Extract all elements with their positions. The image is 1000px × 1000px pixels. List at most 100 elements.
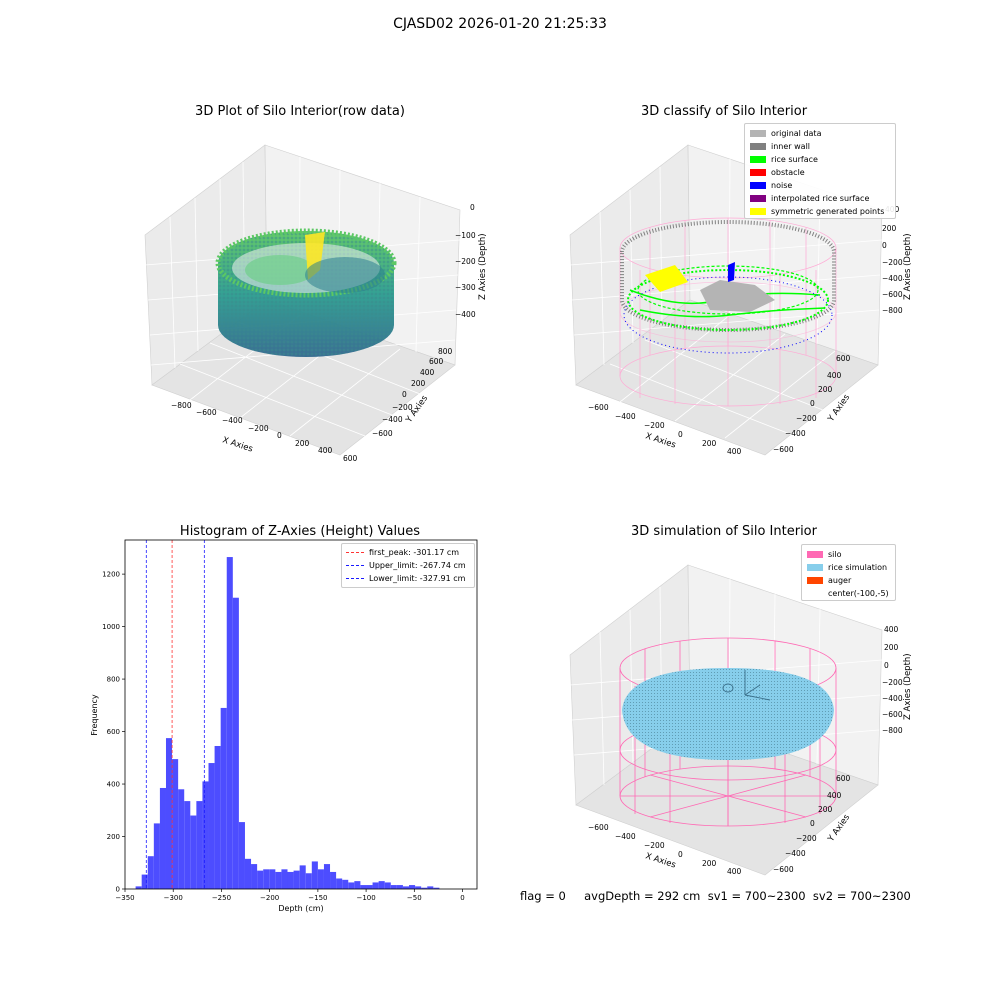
plot4-legend-item: silo	[807, 548, 842, 561]
plot2-xtick: −200	[644, 421, 665, 430]
plot4-xtick: 200	[702, 859, 717, 868]
histogram-bar	[342, 879, 349, 889]
plot1-xtick: −200	[248, 424, 269, 433]
plot1-ytick: 0	[402, 390, 407, 399]
histogram-bar	[147, 856, 154, 889]
plot4-ytick: 600	[836, 774, 851, 783]
plot1-ztick: 0	[470, 203, 475, 212]
histogram-bar	[330, 871, 337, 889]
plot2-xlabel: X Axies	[644, 431, 677, 450]
plot1-title: 3D Plot of Silo Interior(row data)	[195, 104, 405, 119]
histogram-bar	[153, 823, 160, 889]
histogram-xtick-label: −300	[164, 894, 183, 902]
plot1-ytick: −200	[392, 403, 413, 412]
plot2-legend-swatch	[750, 195, 766, 202]
plot4-rice-surface	[622, 668, 834, 760]
plot1-ytick: 400	[420, 368, 435, 377]
histogram-bar	[348, 882, 355, 889]
plot4-ztick: −400	[882, 694, 903, 703]
histogram-xtick-label: −200	[260, 894, 279, 902]
histogram-legend-swatch	[346, 578, 364, 579]
plot4-ytick: −600	[773, 865, 794, 874]
plot1-xtick: −600	[196, 408, 217, 417]
plot4-ztick: 400	[884, 625, 899, 634]
plot1-xtick: 200	[295, 439, 310, 448]
histogram-bar	[317, 869, 324, 889]
plot1-ytick: −400	[382, 415, 403, 424]
histogram-xtick-label: −250	[212, 894, 231, 902]
plot4-xlabel: X Axies	[644, 851, 677, 870]
histogram-bar	[427, 886, 434, 889]
histogram-bar	[208, 763, 215, 889]
plot2-legend: original data inner wall rice surface obsta…	[744, 123, 896, 219]
plot2-ztick: 0	[882, 241, 887, 250]
plot2-legend-label: rice surface	[771, 155, 818, 164]
plot1-xtick: 600	[343, 454, 358, 463]
plot4-ytick: 200	[818, 805, 833, 814]
plot1-xtick: 400	[318, 446, 333, 455]
histogram-bar	[178, 789, 185, 889]
histogram-bar	[257, 870, 264, 889]
histogram-bar	[238, 822, 245, 889]
histogram-ytick-label: 200	[107, 833, 120, 841]
histogram-ytick-label: 1000	[102, 623, 120, 631]
plot1-zlabel: Z Axies (Depth)	[478, 233, 488, 300]
plot4-legend-item: center(-100,-5)	[807, 587, 889, 600]
plot2-ytick: 600	[836, 354, 851, 363]
plot4-ytick: 400	[827, 791, 842, 800]
plot2-title: 3D classify of Silo Interior	[640, 104, 808, 119]
plot4-legend-swatch	[807, 590, 823, 597]
plot4-legend-swatch	[807, 551, 823, 558]
histogram-xtick-label: −350	[115, 894, 134, 902]
histogram-ytick-label: 400	[107, 781, 120, 789]
plot2-legend-label: original data	[771, 129, 822, 138]
histogram-bar	[305, 873, 312, 889]
plot1-3d-axes: −800 −600 −400 −200 0 200 400 600 −600 −…	[144, 144, 488, 463]
plot2-ztick: −400	[882, 274, 903, 283]
plot2-ytick: 400	[827, 371, 842, 380]
plot4-ztick: 0	[884, 661, 889, 670]
plot1-xtick: 0	[277, 431, 282, 440]
histogram-bar	[214, 745, 221, 889]
plot2-legend-item: symmetric generated points	[750, 205, 884, 218]
histogram-bar	[281, 869, 288, 889]
histogram-legend-label: first_peak: -301.17 cm	[369, 548, 460, 557]
histogram-bar	[323, 864, 331, 889]
histogram-bar	[421, 887, 428, 889]
plot2-legend-swatch	[750, 208, 766, 215]
plot4-legend-label: center(-100,-5)	[828, 589, 889, 598]
plot1-ytick: 200	[411, 379, 426, 388]
plot2-legend-item: original data	[750, 127, 821, 140]
plot4-ytick: −400	[785, 849, 806, 858]
histogram-bar	[311, 861, 318, 889]
histogram-bar	[244, 858, 252, 889]
plot1-ztick: −100	[455, 231, 476, 240]
histogram-bar	[251, 864, 258, 889]
plot4-legend-swatch	[807, 577, 823, 584]
plot2-legend-swatch	[750, 182, 766, 189]
histogram-bar	[366, 885, 373, 889]
plot4-legend-item: rice simulation	[807, 561, 887, 574]
plot2-legend-item: inner wall	[750, 140, 810, 153]
histogram-bar	[336, 878, 343, 889]
plot4-legend-label: auger	[828, 576, 852, 585]
plot4-xtick: −200	[644, 841, 665, 850]
histogram-bar	[202, 781, 209, 889]
plot2-legend-item: rice surface	[750, 153, 818, 166]
plot1-ytick: 600	[429, 357, 444, 366]
plot4-ztick: −600	[882, 710, 903, 719]
plot4-title: 3D simulation of Silo Interior	[631, 524, 817, 539]
plot2-xtick: 200	[702, 439, 717, 448]
histogram-xlabel: Depth (cm)	[278, 904, 323, 913]
histogram-ytick-label: 800	[107, 676, 120, 684]
histogram-bar	[226, 557, 233, 889]
plot2-legend-label: obstacle	[771, 168, 805, 177]
histogram-bar	[232, 597, 239, 889]
histogram-legend: first_peak: -301.17 cm Upper_limit: -267.…	[341, 543, 475, 588]
plot4-legend-item: auger	[807, 574, 851, 587]
plot4-xtick: 400	[727, 867, 742, 876]
plot1-ztick: −300	[455, 283, 476, 292]
histogram-bar	[141, 874, 148, 889]
plot1-xlabel: X Axies	[221, 435, 254, 454]
histogram-xtick-label: −100	[356, 894, 375, 902]
